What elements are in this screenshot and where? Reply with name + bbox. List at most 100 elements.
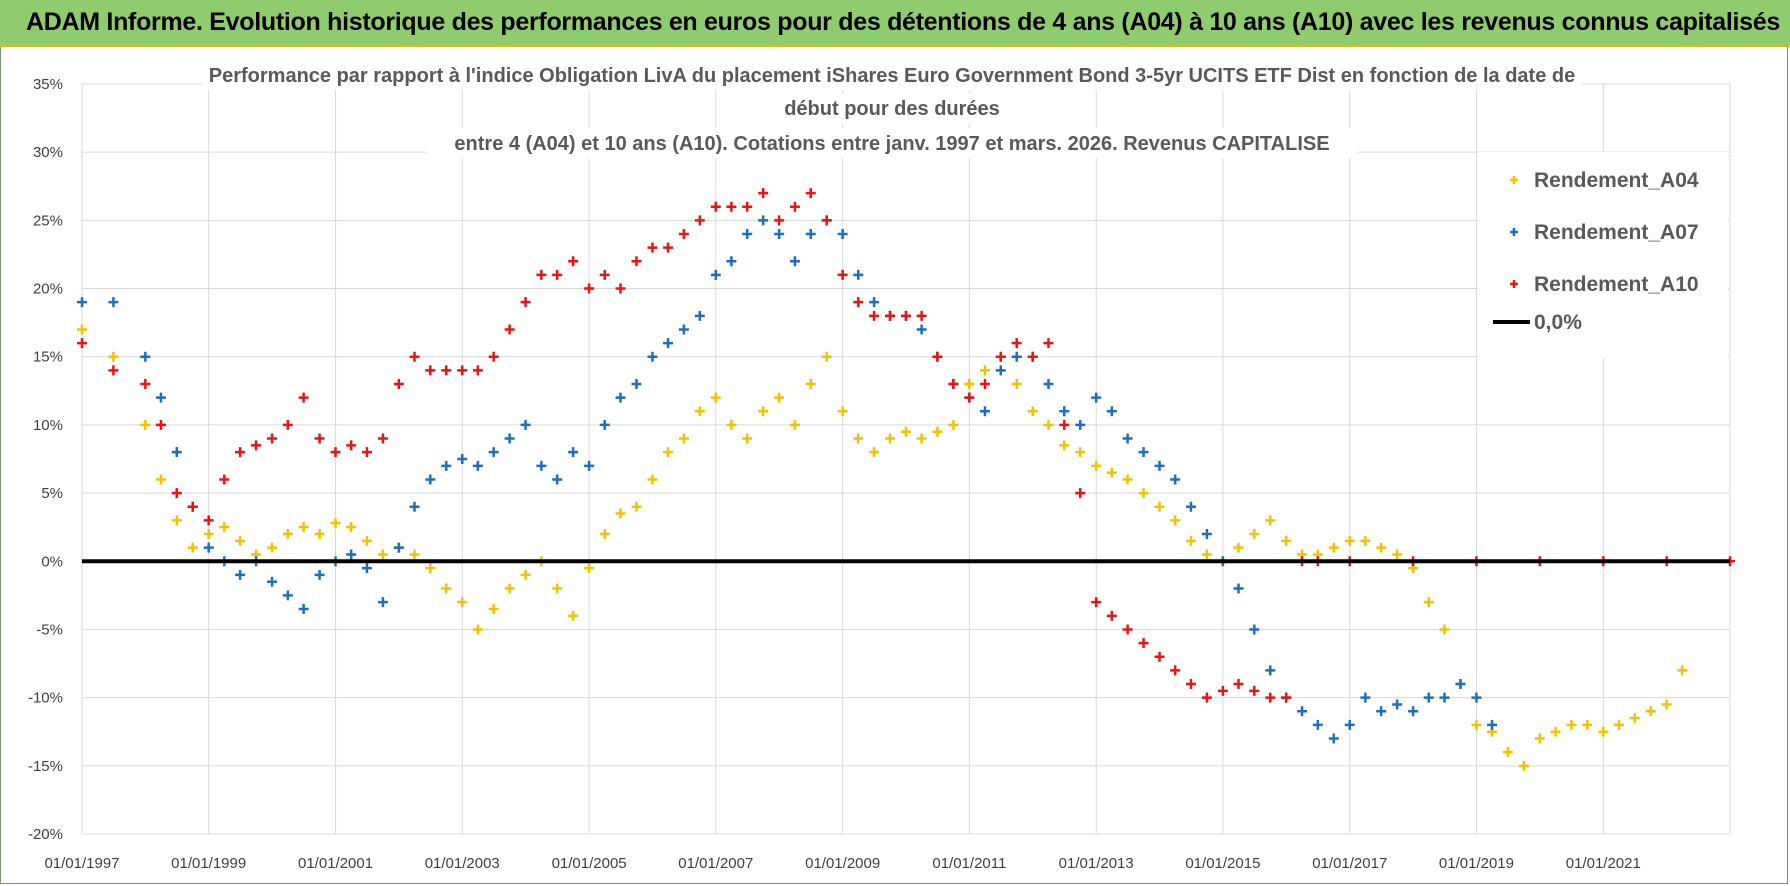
- data-point: [472, 624, 483, 635]
- data-point: [409, 549, 420, 560]
- data-point: [361, 535, 372, 546]
- data-point: [568, 610, 579, 621]
- data-point: [1091, 597, 1102, 608]
- data-point: [1550, 726, 1561, 737]
- data-point: [1312, 719, 1323, 730]
- data-point: [298, 604, 309, 614]
- data-point: [1471, 719, 1482, 730]
- data-point: [1043, 379, 1054, 389]
- data-point: [441, 583, 452, 594]
- data-point: [1059, 419, 1070, 430]
- banner-title: ADAM Informe. Evolution historique des p…: [26, 8, 1780, 36]
- data-point: [932, 426, 943, 437]
- data-point: [409, 351, 420, 362]
- data-point: [568, 447, 579, 458]
- x-tick-label: 01/01/2015: [1185, 855, 1260, 872]
- data-point: [979, 365, 990, 376]
- data-point: [441, 460, 452, 471]
- data-point: [1011, 338, 1022, 349]
- data-point: [599, 529, 610, 539]
- data-point: [1344, 719, 1355, 730]
- data-point: [1455, 679, 1466, 689]
- data-point: [409, 501, 420, 512]
- legend-label: Rendement_A07: [1534, 221, 1699, 244]
- data-point: [885, 433, 896, 444]
- data-point: [901, 426, 911, 437]
- data-point: [1392, 699, 1403, 710]
- data-point: [267, 542, 278, 553]
- data-point: [1297, 706, 1308, 717]
- data-point: [187, 501, 198, 512]
- data-point: [1487, 719, 1498, 730]
- data-point: [1106, 610, 1117, 621]
- data-point: [805, 229, 816, 239]
- chart-legend: Rendement_A04 Rendement_A07 Rendement_A10 0…: [1478, 152, 1728, 358]
- data-point: [377, 549, 388, 560]
- data-point: [774, 215, 785, 226]
- data-point: [140, 351, 151, 362]
- data-point: [282, 419, 293, 430]
- data-point: [694, 310, 705, 321]
- data-point: [520, 569, 531, 580]
- data-point: [1376, 542, 1387, 553]
- data-point: [1011, 379, 1022, 389]
- data-point: [171, 447, 182, 458]
- data-point: [1106, 467, 1117, 478]
- y-tick-label: -10%: [28, 690, 63, 707]
- x-tick-label: 01/01/2021: [1566, 855, 1641, 872]
- x-tick-label: 01/01/2011: [932, 855, 1006, 872]
- data-point: [1091, 392, 1102, 403]
- data-point: [1328, 542, 1339, 553]
- data-point: [298, 522, 309, 533]
- data-point: [1059, 440, 1070, 451]
- x-tick-label: 01/01/2009: [805, 855, 880, 872]
- data-point: [615, 392, 626, 403]
- y-tick-label: 15%: [33, 349, 63, 366]
- data-point: [1265, 515, 1276, 526]
- data-point: [1360, 535, 1371, 546]
- title-background: [772, 93, 1012, 123]
- data-point: [77, 297, 87, 308]
- data-point: [663, 338, 674, 349]
- data-point: [235, 535, 246, 546]
- data-point: [1328, 733, 1339, 744]
- data-point: [1502, 747, 1513, 758]
- data-point: [1645, 706, 1656, 717]
- data-point: [1613, 719, 1624, 730]
- data-point: [1059, 406, 1070, 417]
- data-point: [77, 324, 87, 335]
- legend-marker: [1510, 280, 1518, 288]
- data-point: [314, 569, 325, 580]
- data-point: [584, 283, 595, 294]
- data-point: [314, 529, 325, 539]
- y-tick-label: 35%: [33, 76, 63, 93]
- data-point: [282, 529, 293, 539]
- data-point: [504, 433, 515, 444]
- data-point: [647, 351, 658, 362]
- data-point: [219, 474, 230, 485]
- data-point: [805, 188, 816, 199]
- data-point: [726, 201, 737, 212]
- data-point: [1075, 447, 1086, 458]
- data-point: [1281, 535, 1292, 546]
- data-point: [155, 392, 166, 403]
- data-point: [235, 447, 246, 458]
- data-point: [488, 351, 499, 362]
- data-point: [631, 379, 642, 389]
- data-point: [805, 379, 816, 389]
- x-tick-label: 01/01/2013: [1059, 855, 1134, 872]
- legend-marker: [1510, 228, 1518, 236]
- data-point: [1154, 501, 1165, 512]
- data-point: [393, 379, 404, 389]
- data-point: [726, 419, 737, 430]
- data-point: [504, 583, 515, 594]
- data-point: [1265, 692, 1276, 703]
- data-point: [552, 474, 563, 485]
- legend-label: 0,0%: [1534, 311, 1582, 334]
- data-point: [504, 324, 515, 335]
- data-point: [694, 406, 705, 417]
- data-point: [758, 406, 769, 417]
- data-point: [710, 269, 721, 280]
- title-background: [427, 128, 1357, 158]
- data-point: [742, 433, 753, 444]
